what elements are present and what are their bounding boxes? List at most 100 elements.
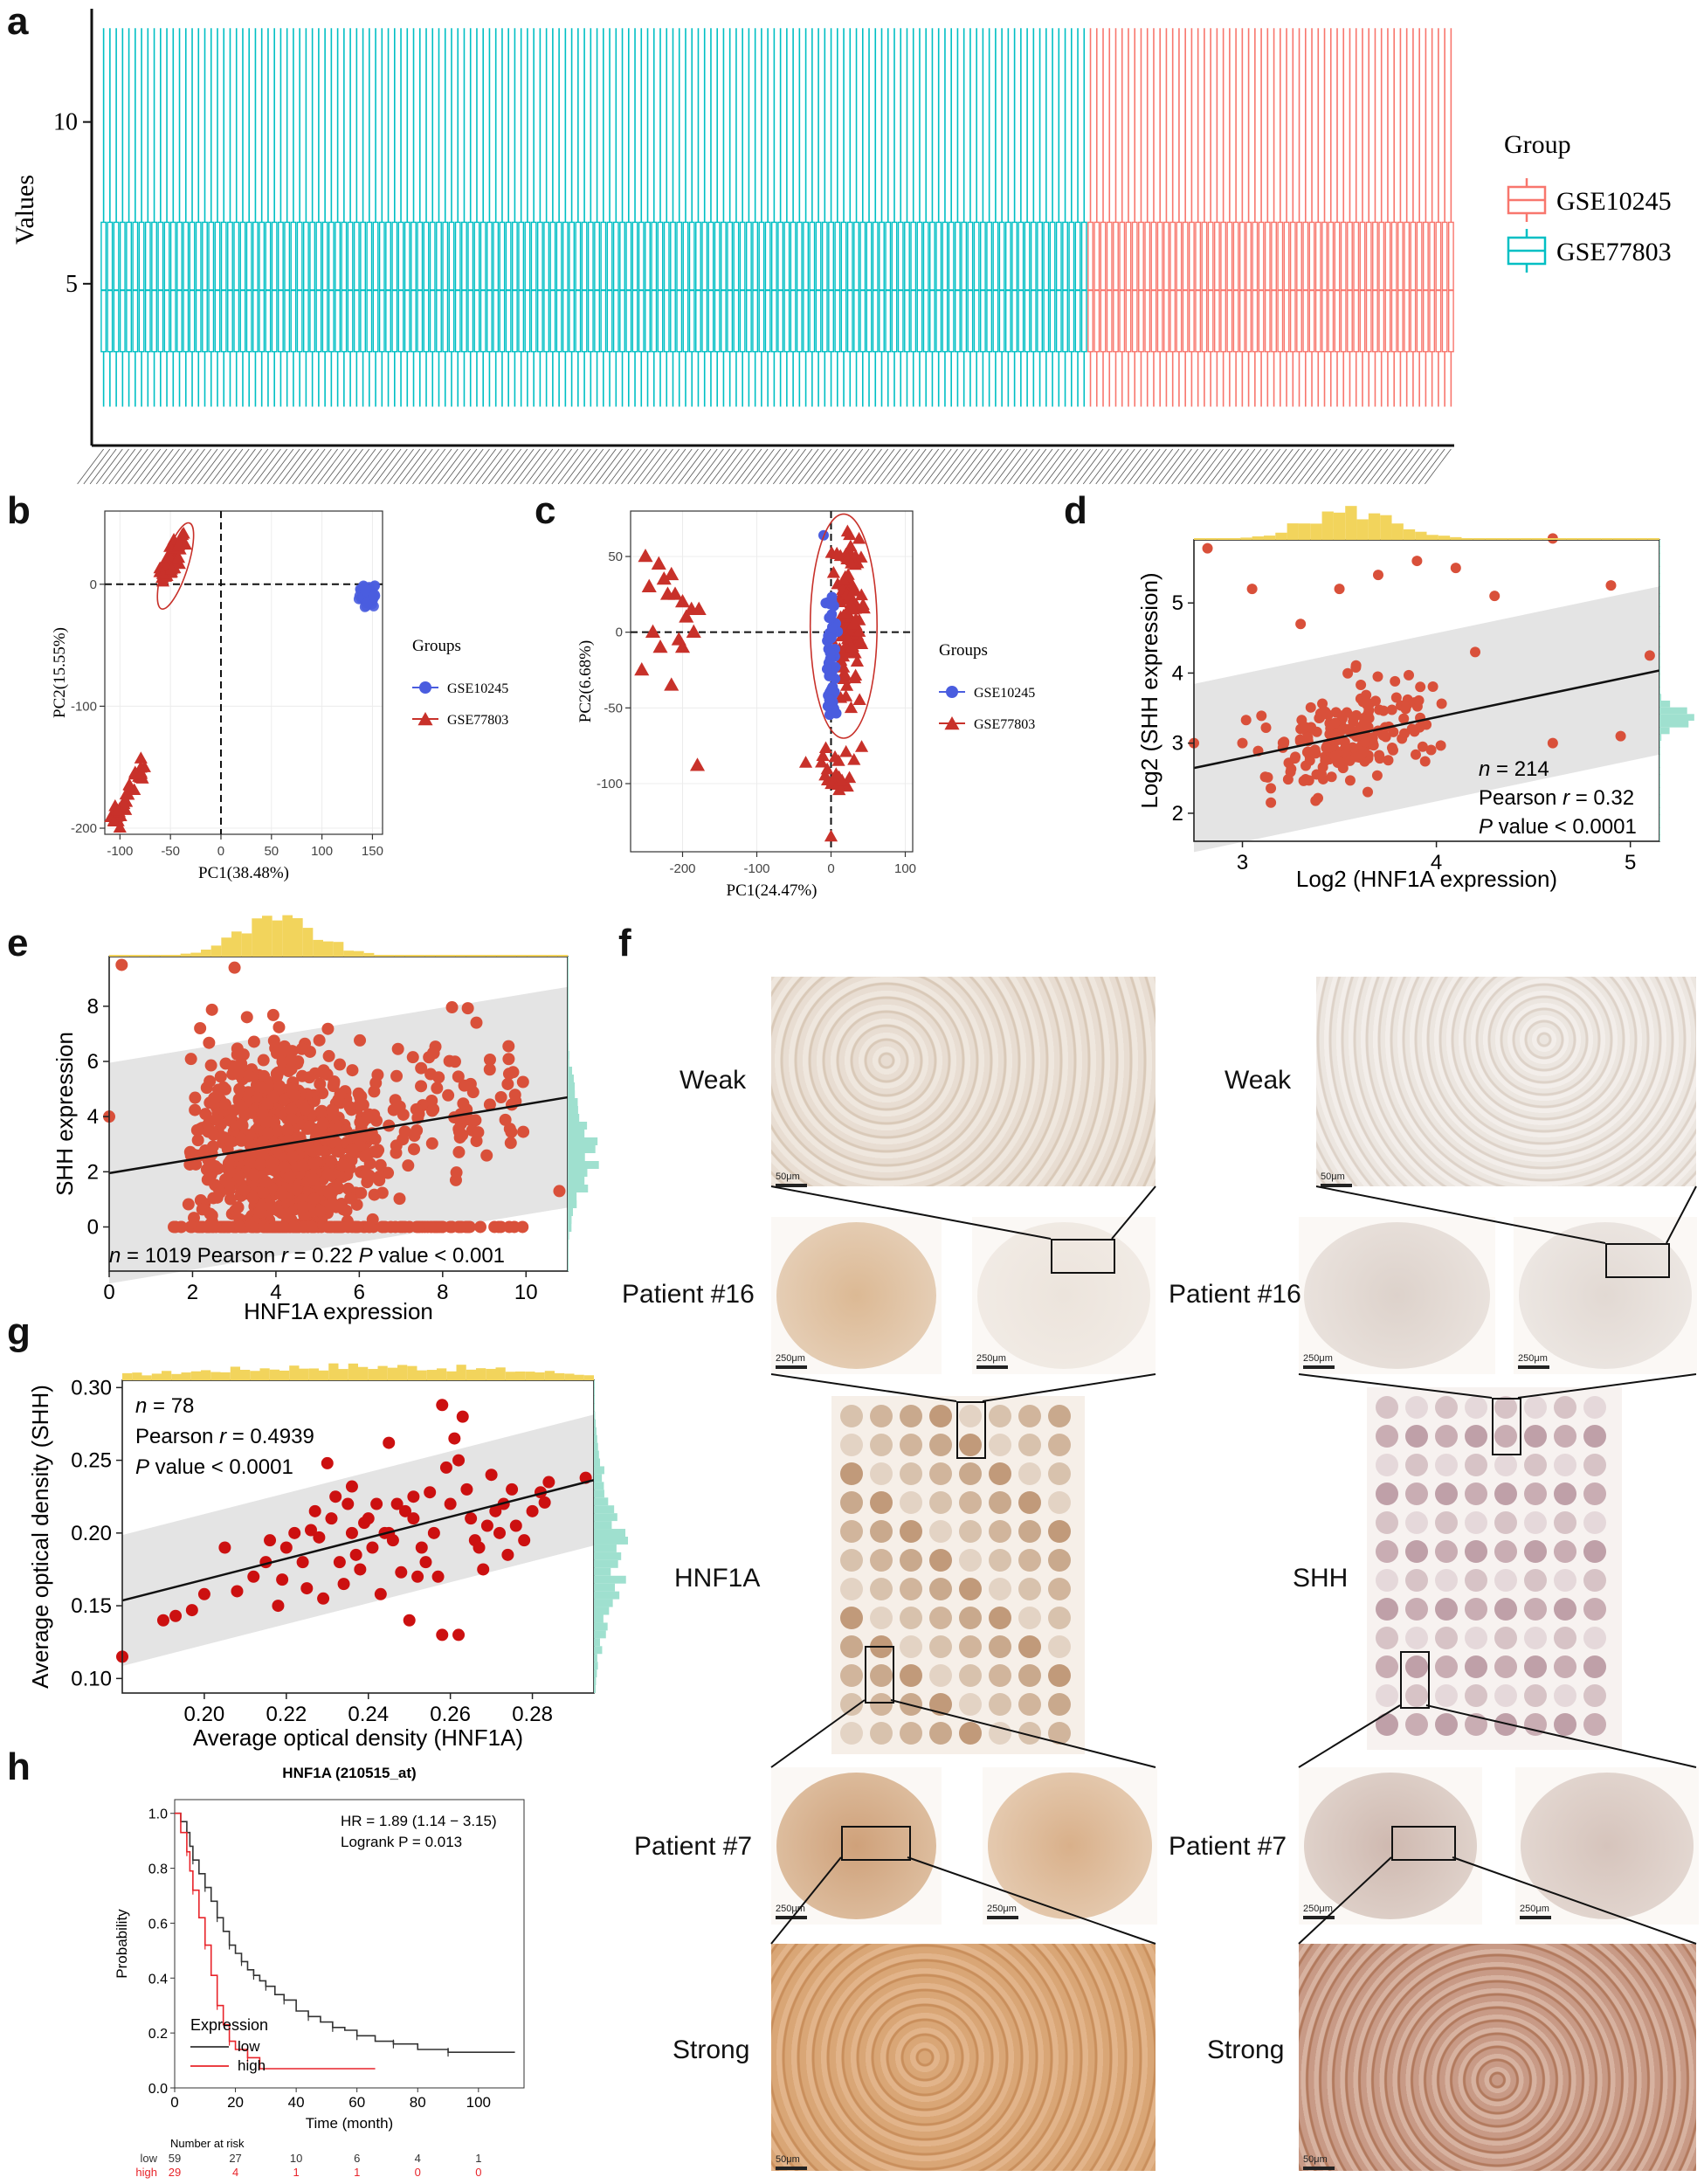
box-body (1201, 221, 1208, 353)
box-body (600, 221, 607, 353)
x-tick-label (1234, 448, 1262, 485)
x-tick-label (1107, 448, 1135, 485)
data-point-gse77803 (839, 679, 854, 691)
box-body (220, 221, 227, 353)
x-tick-label (969, 448, 997, 485)
x-tick-label (672, 448, 699, 485)
x-tick-label (488, 448, 515, 485)
x-tick-label (323, 448, 351, 485)
y-tick-label: -100 (597, 777, 623, 791)
connector-line (1517, 1373, 1697, 1399)
data-point (1362, 699, 1373, 710)
box-body (645, 221, 651, 353)
box-body (1390, 221, 1397, 353)
box-body (493, 221, 500, 353)
data-point (1362, 786, 1373, 798)
data-point-gse77803 (816, 749, 830, 761)
data-point (1304, 755, 1315, 766)
x-tick-label (418, 448, 446, 485)
box-body (1169, 221, 1176, 353)
confidence-ellipse (809, 513, 879, 739)
x-tick-label (627, 448, 655, 485)
panel-label-e: e (7, 922, 29, 964)
connector-line (1666, 1185, 1697, 1244)
data-point-gse77803 (664, 566, 680, 581)
stat-r-value: = 0.32 (1569, 786, 1634, 810)
x-tick-label (886, 448, 914, 485)
data-point-gse77803 (829, 767, 843, 779)
box-body (809, 221, 816, 353)
box-body (1308, 221, 1315, 353)
histogram-bar-y (1659, 633, 1660, 640)
data-point (1300, 722, 1311, 733)
histogram-bar-y (1659, 801, 1660, 808)
box-body (448, 221, 455, 353)
box-body (227, 221, 233, 353)
x-tick-label: 100 (311, 844, 333, 859)
x-tick-label (1165, 448, 1192, 485)
histogram-bar-y (1659, 774, 1660, 781)
histogram-bar-y (1659, 646, 1660, 654)
data-point (184, 1053, 197, 1066)
panel-label-d: d (1064, 489, 1087, 532)
x-tick-label (842, 448, 870, 485)
box-body (859, 221, 866, 353)
data-point (240, 1011, 253, 1024)
data-point-gse77803 (176, 528, 190, 541)
data-point (1240, 715, 1252, 726)
box-body (454, 221, 461, 353)
x-tick-label (1152, 448, 1180, 485)
box-body (1252, 221, 1259, 353)
histogram-bar-y (1659, 667, 1660, 674)
x-tick-label (1399, 448, 1426, 485)
data-point-gse10245 (360, 585, 371, 597)
histogram-bar-x (1205, 538, 1218, 540)
data-point-gse77803 (135, 767, 148, 779)
data-point-gse77803 (656, 571, 672, 585)
x-tick-label (678, 448, 706, 485)
x-tick-label (399, 448, 427, 485)
x-tick-label (412, 448, 439, 485)
box-body (511, 221, 518, 353)
data-point (1266, 797, 1277, 808)
histogram-bar-x (1275, 532, 1287, 540)
box-body (587, 221, 594, 353)
x-tick-label (912, 448, 940, 485)
data-point-gse77803 (641, 578, 657, 592)
histogram-bar-y (1659, 593, 1660, 600)
x-tick-label (229, 448, 256, 485)
data-point-gse77803 (798, 756, 813, 768)
data-point (1282, 774, 1294, 785)
x-tick-label (305, 448, 332, 485)
panel-label-a: a (7, 0, 29, 43)
histogram-bar-x (1577, 538, 1590, 540)
x-tick-label (77, 448, 104, 485)
box-body (840, 221, 847, 353)
x-tick-label (779, 448, 806, 485)
x-tick-label (684, 448, 712, 485)
box-body (657, 221, 664, 353)
box-body (955, 221, 961, 353)
y-tick-label: -200 (71, 821, 97, 836)
data-point (1388, 726, 1399, 737)
x-tick-label (873, 448, 901, 485)
box-body (290, 221, 297, 353)
x-tick-label (867, 448, 895, 485)
box-body (612, 221, 619, 353)
box-body (562, 221, 569, 353)
x-tick-label (260, 448, 287, 485)
data-point (1360, 736, 1371, 748)
data-point (1246, 584, 1258, 595)
y-tick-label: 4 (1172, 661, 1183, 685)
histogram-bar-x (1485, 538, 1497, 540)
x-tick-label (311, 448, 338, 485)
x-tick-label (1279, 448, 1307, 485)
box-body (107, 221, 114, 353)
box-body (126, 221, 133, 353)
stat-n-value: = 214 (1490, 757, 1549, 781)
box-body (638, 221, 645, 353)
box-body (1011, 221, 1018, 353)
box-body (1264, 221, 1271, 353)
